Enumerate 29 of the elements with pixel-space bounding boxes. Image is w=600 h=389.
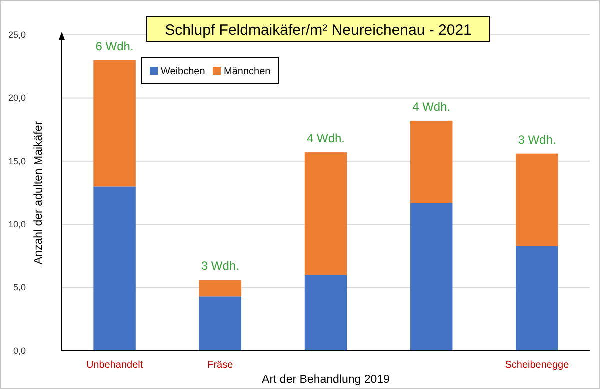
annotation: 3 Wdh. [518, 132, 556, 147]
x-tick-label: Unbehandelt [86, 360, 144, 371]
y-tick-label: 5,0 [13, 282, 26, 293]
annotation: 4 Wdh. [412, 100, 451, 114]
annotation: 6 Wdh. [96, 39, 134, 54]
bar [410, 120, 453, 204]
bar [516, 246, 558, 351]
bar [94, 60, 136, 187]
y-tick-label: 25,0 [8, 30, 26, 40]
bar [410, 203, 453, 351]
bar [94, 186, 136, 351]
y-tick-label: 0,0 [13, 346, 26, 356]
bar [199, 296, 242, 351]
bar [304, 275, 348, 351]
annotation: 4 Wdh. [306, 132, 346, 146]
legend-label: Weibchen [161, 66, 206, 78]
x-axis-title: Art der Behandlung 2019 [262, 374, 390, 386]
y-axis-title: Anzahl der adulten Maikäfer [33, 121, 45, 265]
bar [304, 152, 348, 276]
bar [516, 154, 558, 246]
y-tick-label: 15,0 [8, 156, 26, 166]
annotation: 3 Wdh. [201, 259, 240, 274]
x-tick-label: Fräse [208, 360, 234, 371]
x-tick-label: Scheibenegge [505, 360, 570, 371]
bar [199, 280, 242, 297]
y-tick-label: 20,0 [8, 93, 26, 104]
chart-title: Schlupf Feldmaikäfer/m² Neureichenau - 2021 [165, 22, 472, 39]
legend-label: Männchen [224, 66, 271, 78]
y-tick-label: 10,0 [8, 219, 26, 230]
